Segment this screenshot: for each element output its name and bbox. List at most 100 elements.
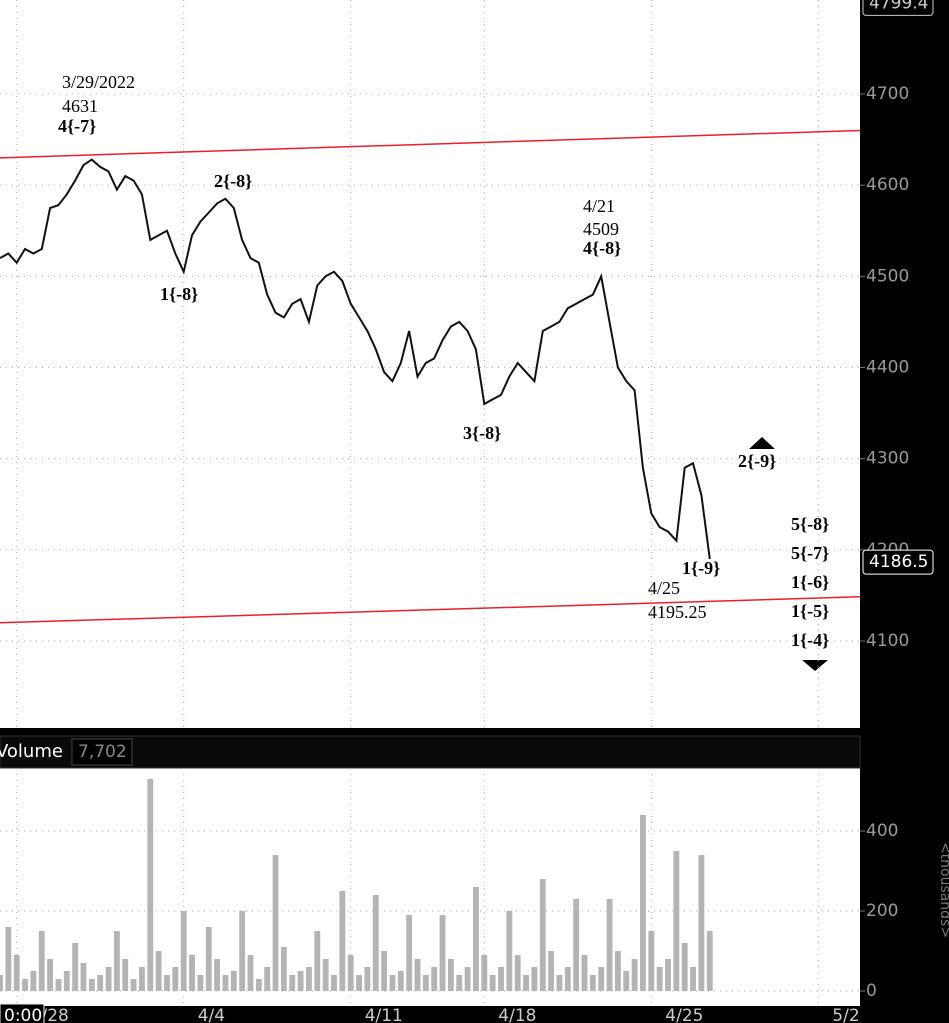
annotation: 4/25 [648, 578, 680, 598]
up-arrow [749, 437, 775, 449]
volume-bar [498, 967, 504, 991]
volume-bar [464, 967, 471, 991]
x-tick-label: 4/11 [365, 1006, 403, 1023]
volume-bar [640, 815, 646, 991]
volume-bar [247, 955, 254, 991]
volume-bar [63, 971, 70, 991]
volume-bar [414, 959, 421, 991]
down-arrow [802, 660, 828, 671]
volume-bar [456, 975, 463, 991]
volume-bar [113, 931, 120, 991]
volume-bar [88, 979, 95, 991]
price-box-label: 4186.5 [869, 552, 928, 572]
volume-bar [598, 967, 605, 991]
y-tick-label: 200 [866, 901, 898, 921]
y-tick-label: 4700 [866, 84, 909, 104]
volume-bar [548, 951, 555, 991]
volume-bar [306, 967, 312, 991]
annotation: 4195.25 [648, 602, 707, 622]
y-tick-label: 4500 [866, 266, 909, 286]
volume-bar [289, 975, 296, 991]
volume-bar [447, 959, 454, 991]
y-tick-label: 4100 [866, 631, 909, 651]
trendline [0, 129, 861, 159]
price-line [0, 158, 711, 560]
volume-bar [255, 979, 262, 991]
y-tick-label: 0 [866, 981, 877, 1001]
volume-bar [72, 943, 79, 991]
cursor-box [0, 1003, 45, 1023]
volume-bar [5, 927, 12, 991]
volume-bar [13, 955, 20, 991]
volume-bar [665, 959, 671, 991]
volume-bar [30, 971, 37, 991]
volume-bar [589, 975, 596, 991]
volume-bar [314, 931, 321, 991]
volume-bar [631, 959, 638, 991]
annotation: 4/21 [583, 196, 615, 216]
y-tick-label: 4400 [866, 358, 909, 378]
volume-bar [614, 951, 621, 991]
annotation: 3{-8} [463, 423, 501, 443]
volume-bar [539, 879, 546, 991]
x-tick-label: 5/2 [832, 1006, 859, 1023]
x-tick-label: 4/18 [498, 1006, 536, 1023]
volume-bar [356, 975, 362, 991]
price-box [862, 549, 934, 575]
volume-bar [473, 887, 479, 991]
volume-bar [389, 975, 396, 991]
volume-bar [606, 899, 613, 991]
cursor-label: 0:00 [4, 1006, 42, 1023]
annotation: 1{-9} [682, 558, 720, 578]
price-panel [0, 0, 860, 728]
volume-bar [297, 971, 304, 991]
volume-bar [155, 951, 162, 991]
volume-bar [139, 967, 145, 991]
volume-bar [531, 967, 538, 991]
volume-bar [197, 975, 204, 991]
volume-bar [372, 895, 379, 991]
annotation: 4631 [62, 96, 98, 116]
annotation: 5{-8} [791, 514, 829, 534]
volume-bar [623, 971, 630, 991]
volume-bar [322, 959, 329, 991]
volume-bar [681, 943, 688, 991]
annotation: 2{-8} [214, 171, 252, 191]
volume-bar [439, 915, 446, 991]
volume-bar [47, 959, 54, 991]
annotation: 4509 [583, 219, 619, 239]
y-tick-label: 4600 [866, 175, 909, 195]
volume-bar [581, 955, 588, 991]
volume-bar [397, 971, 404, 991]
volume-bar [706, 931, 713, 991]
annotation: 1{-6} [791, 572, 829, 592]
volume-bar [489, 975, 496, 991]
volume-bar [230, 971, 237, 991]
volume-bar [264, 967, 271, 991]
x-tick-label: 4/4 [198, 1006, 225, 1023]
volume-bar [573, 899, 580, 991]
volume-bar [172, 967, 179, 991]
volume-bar [214, 959, 221, 991]
volume-bar [331, 975, 337, 991]
annotation: 1{-5} [791, 601, 829, 621]
price-box [862, 0, 934, 16]
trendline [0, 596, 861, 624]
volume-bar [222, 975, 229, 991]
y-tick-label: 4300 [866, 449, 909, 469]
annotation: 3/29/2022 [62, 72, 135, 92]
volume-bar [481, 955, 488, 991]
volume-bar [656, 967, 663, 991]
volume-bar [280, 947, 287, 991]
volume-bar [0, 975, 3, 991]
volume-bar [272, 855, 279, 991]
volume-header [0, 735, 861, 769]
volume-bar [205, 927, 212, 991]
volume-bar [406, 915, 413, 991]
annotation: 1{-8} [160, 284, 198, 304]
volume-bar [648, 931, 655, 991]
volume-bar [122, 959, 129, 991]
volume-bar [564, 967, 571, 991]
volume-bar [506, 911, 513, 991]
